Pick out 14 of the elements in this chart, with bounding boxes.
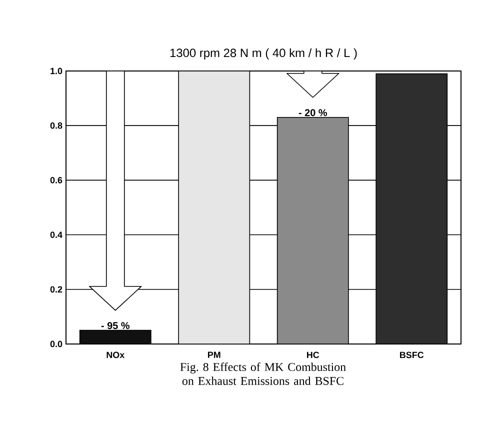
- annotation: - 20 %: [298, 109, 328, 116]
- caption: Fig. 8 Effects of MK Combustion on Exhaust Emissions and BSFC: [180, 362, 346, 385]
- y-tick-label: 0.8: [50, 122, 62, 129]
- x-tick-label: BSFC: [400, 352, 424, 358]
- x-tick-label: HC: [307, 352, 320, 358]
- y-tick-label: 0.6: [50, 177, 62, 184]
- x-tick-label: NOx: [106, 352, 125, 358]
- annotation: - 95 %: [101, 322, 130, 330]
- chart-title: 1300 rpm 28 N m ( 40 km / h R / L ): [170, 48, 357, 60]
- x-tick-label: PM: [208, 352, 220, 358]
- y-tick-label: 0.4: [50, 232, 62, 238]
- y-tick-label: 0.2: [50, 286, 62, 293]
- y-tick-label: 1.0: [50, 68, 62, 74]
- y-tick-label: 0.0: [50, 340, 62, 348]
